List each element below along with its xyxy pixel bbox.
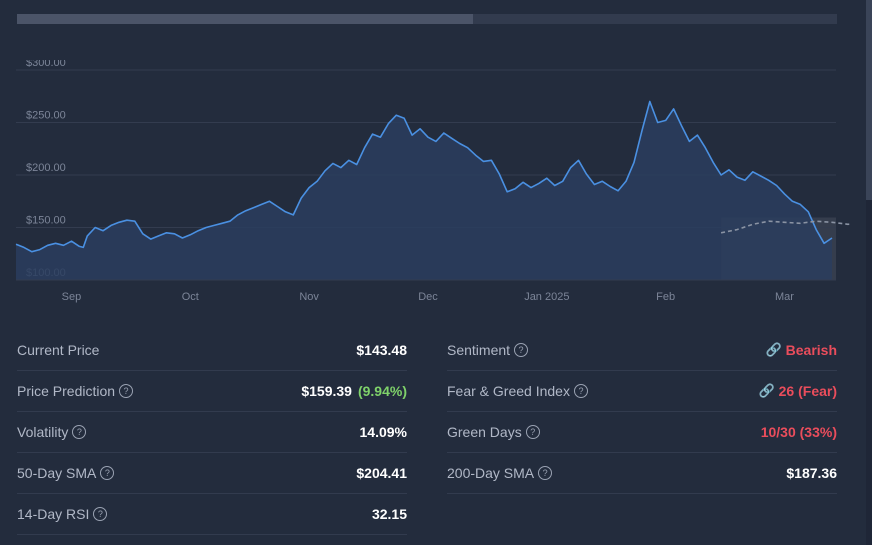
x-tick-label: Oct: [182, 291, 199, 303]
stat-label: Current Price: [17, 342, 100, 358]
price-line: [15, 100, 833, 253]
stat-row-sentiment: Sentiment? 🔗 Bearish: [447, 330, 837, 371]
stat-row-14-day-rsi: 14-Day RSI? 32.15: [17, 494, 407, 535]
stat-label: 50-Day SMA: [17, 465, 97, 481]
y-tick-label: $150.00: [26, 215, 66, 227]
progress-bar: [17, 14, 837, 24]
x-tick-label: Mar: [775, 291, 794, 303]
green-days-value: 10/30 (33%): [760, 424, 837, 440]
price-area: [16, 101, 832, 280]
x-tick-label: Sep: [62, 291, 82, 303]
stat-row-fear-greed: Fear & Greed Index? 🔗 26 (Fear): [447, 371, 837, 412]
stat-label: Price Prediction: [17, 383, 116, 399]
question-circle-icon[interactable]: ?: [538, 466, 553, 480]
current-price-value: $143.48: [356, 342, 407, 358]
y-tick-label: $200.00: [26, 162, 66, 174]
question-circle-icon[interactable]: ?: [514, 343, 529, 357]
y-tick-label: $250.00: [26, 110, 66, 122]
progress-fill: [17, 14, 473, 24]
question-circle-icon[interactable]: ?: [119, 384, 134, 398]
question-circle-icon[interactable]: ?: [525, 425, 540, 439]
stat-row-200-day-sma: 200-Day SMA? $187.36: [447, 453, 837, 494]
stat-row-green-days: Green Days? 10/30 (33%): [447, 412, 837, 453]
sentiment-value[interactable]: Bearish: [785, 342, 837, 358]
question-circle-icon[interactable]: ?: [573, 384, 588, 398]
stat-label: Volatility: [17, 424, 69, 440]
stat-row-50-day-sma: 50-Day SMA? $204.41: [17, 453, 407, 494]
stat-row-current-price: Current Price $143.48: [17, 330, 407, 371]
x-tick-label: Nov: [299, 291, 319, 303]
link-icon[interactable]: 🔗: [765, 342, 782, 357]
stat-label: 14-Day RSI: [17, 506, 90, 522]
rsi-14-value: 32.15: [371, 506, 407, 522]
sma-200-value: $187.36: [786, 465, 837, 481]
x-tick-label: Feb: [656, 291, 675, 303]
page-scrollbar[interactable]: [866, 0, 872, 545]
question-circle-icon[interactable]: ?: [100, 466, 115, 480]
stat-label: Fear & Greed Index: [447, 383, 570, 399]
stat-label: Sentiment: [447, 342, 511, 358]
x-tick-label: Dec: [418, 291, 438, 303]
price-prediction-value: $159.39: [301, 383, 352, 399]
question-circle-icon[interactable]: ?: [93, 507, 108, 521]
stats-right-column: Sentiment? 🔗 Bearish Fear & Greed Index? …: [447, 330, 837, 494]
fear-greed-value[interactable]: 26 (Fear): [778, 383, 837, 399]
stat-row-volatility: Volatility? 14.09%: [17, 412, 407, 453]
stat-label: 200-Day SMA: [447, 465, 535, 481]
x-tick-label: Jan 2025: [524, 291, 569, 303]
stats-left-column: Current Price $143.48 Price Prediction? …: [17, 330, 407, 535]
stat-row-price-prediction: Price Prediction? $159.39 (9.94%): [17, 371, 407, 412]
stat-label: Green Days: [447, 424, 522, 440]
price-chart: $300.00$250.00$200.00$150.00$100.00SepOc…: [15, 60, 850, 303]
price-prediction-change: (9.94%): [357, 383, 407, 399]
sma-50-value: $204.41: [356, 465, 407, 481]
volatility-value: 14.09%: [359, 424, 407, 440]
question-circle-icon[interactable]: ?: [72, 425, 87, 439]
link-icon[interactable]: 🔗: [758, 383, 775, 398]
scrollbar-thumb[interactable]: [866, 0, 872, 200]
y-tick-label: $300.00: [26, 60, 66, 69]
